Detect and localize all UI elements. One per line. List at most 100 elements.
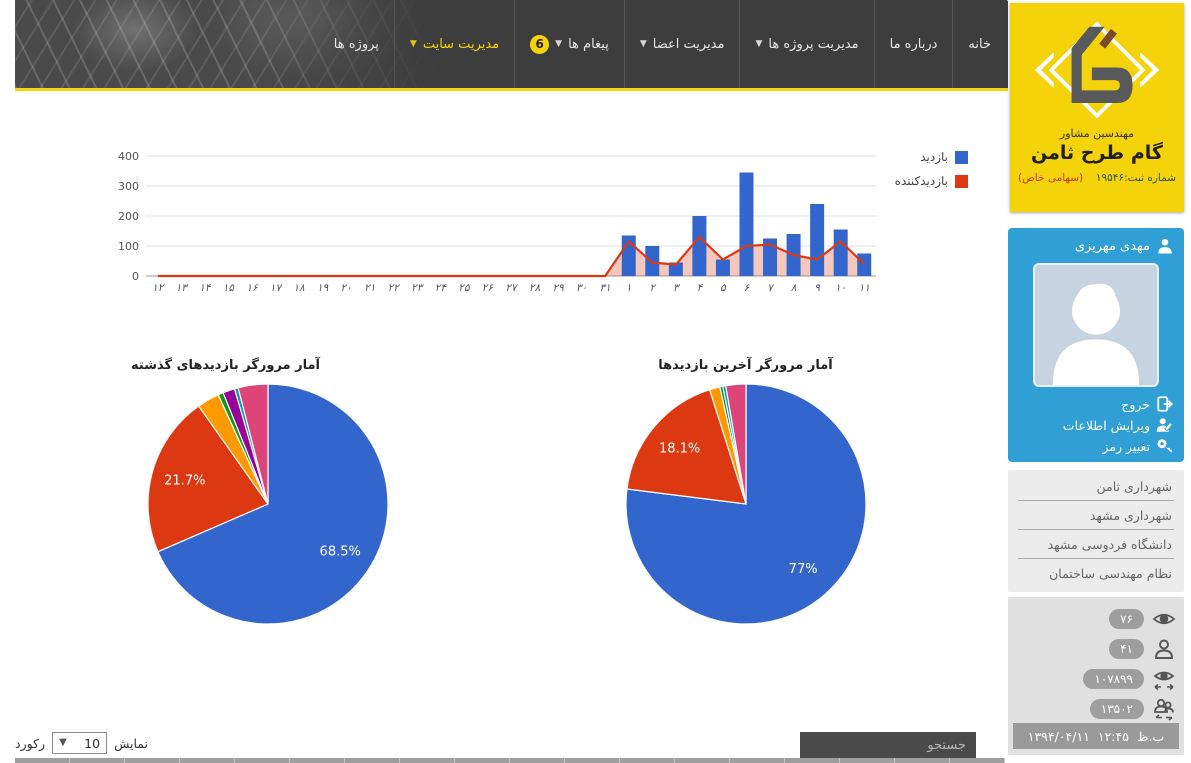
visits-swatch — [955, 150, 968, 164]
svg-text:۶: ۶ — [744, 282, 751, 294]
link-mashhad-municipality[interactable]: شهرداری مشهد — [1018, 501, 1174, 530]
svg-text:۱۴: ۱۴ — [199, 282, 212, 294]
company-logo — [1034, 14, 1160, 126]
user-name: مهدی مهریزی — [1074, 238, 1150, 254]
past-visits-browser-chart-block: آمار مرورگر بازدیدهای گذشته 68.5% 21.7% — [118, 358, 418, 627]
records-label: رکورد — [15, 735, 46, 751]
nav-item-site-management[interactable]: مدیریت سایت ▼ — [393, 0, 514, 88]
chevron-down-icon: ▼ — [639, 38, 647, 49]
stat-total-visitors: ۱۳۵۰۲ — [1016, 694, 1176, 724]
nav-label: مدیریت پروژه ها — [768, 36, 859, 52]
edit-info-button[interactable]: ویرایش اطلاعات — [1018, 416, 1174, 434]
key-icon — [1157, 439, 1172, 453]
chevron-down-icon: ▼ — [755, 38, 763, 49]
svg-text:۱۸: ۱۸ — [293, 282, 305, 294]
svg-text:۳۰: ۳۰ — [576, 282, 587, 294]
change-password-button[interactable]: تغییر رمز — [1018, 437, 1174, 455]
nav-label: پروژه ها — [333, 36, 379, 52]
change-password-label: تغییر رمز — [1102, 438, 1150, 454]
svg-text:۱۲: ۱۲ — [152, 282, 165, 294]
stat-value: ۴۱ — [1109, 639, 1144, 659]
main-nav: خانه درباره ما مدیریت پروژه ها ▼ مدیریت … — [319, 0, 1006, 88]
profile-menu: خروج ویرایش اطلاعات تغییر رمز — [1008, 387, 1184, 455]
visits-chart-block: 0 100 200 300 400 ۱۲ ۱۳ ۱۴ ۱۵ ۱۶ ۱۷ ۱۸ ۱۹ ۲۰ ۲۱ ۲۲ ۲۳ ۲۴ ۲… — [112, 142, 968, 302]
page-size-value: 10 — [84, 735, 101, 751]
svg-text:۴: ۴ — [697, 282, 704, 294]
nav-label: خانه — [968, 36, 991, 52]
svg-text:۳: ۳ — [673, 282, 681, 294]
svg-text:400: 400 — [118, 150, 139, 163]
svg-text:۵: ۵ — [720, 282, 727, 294]
logo-registration-row: شماره ثبت:۱۹۵۴۶ (سهامی خاص) — [1010, 164, 1184, 184]
svg-text:۱۳: ۱۳ — [176, 282, 190, 294]
stat-value: ۷۶ — [1109, 609, 1144, 629]
page-size-control: رکورد ▼ 10 نمایش — [15, 731, 148, 755]
link-ferdowsi-university[interactable]: دانشگاه فردوسی مشهد — [1018, 530, 1174, 559]
visitors-swatch — [955, 174, 968, 188]
datetime-bar: ۱۳۹۴/۰۴/۱۱ ۱۲:۴۵ ب.ظ — [1013, 723, 1179, 749]
nav-item-messages[interactable]: پیغام ها ▼ 6 — [514, 0, 624, 88]
svg-text:۲۱: ۲۱ — [364, 282, 375, 294]
link-samen-municipality[interactable]: شهرداری ثامن — [1018, 472, 1174, 501]
show-label: نمایش — [114, 735, 148, 751]
nav-item-project-management[interactable]: مدیریت پروژه ها ▼ — [739, 0, 873, 88]
meridiem-label: ب.ظ — [1136, 728, 1165, 744]
nav-label: مدیریت اعضا — [652, 36, 725, 52]
top-header: خانه درباره ما مدیریت پروژه ها ▼ مدیریت … — [15, 0, 1008, 91]
current-date: ۱۳۹۴/۰۴/۱۱ — [1027, 728, 1090, 744]
quick-links-box: شهرداری ثامن شهرداری مشهد دانشگاه فردوسی… — [1008, 470, 1184, 592]
recent-visits-browser-chart-block: آمار مرورگر آخرین بازدیدها 77% 18.1% — [596, 358, 896, 627]
chevron-down-icon: ▼ — [59, 737, 67, 748]
logo-company-name: گام طرح ثامن — [1031, 142, 1163, 164]
site-stats-box: ۷۶ ۴۱ ۱۰۷۸۹۹ ۱۳۵۰۲ ۱۳۹۴/۰۴/۱۱ ۱۲:۴ — [1008, 597, 1184, 755]
legend-visitors: بازدیدکننده — [895, 174, 968, 188]
user-edit-icon — [1156, 418, 1173, 432]
svg-text:۱۹: ۱۹ — [317, 282, 329, 294]
svg-text:۱۶: ۱۶ — [246, 282, 259, 294]
legend-visits: بازدید — [895, 150, 968, 164]
pie-title-recent: آمار مرورگر آخرین بازدیدها — [658, 358, 833, 373]
chart-legend: بازدید بازدیدکننده — [895, 150, 968, 188]
search-input[interactable] — [800, 732, 976, 759]
user-outline-icon — [1155, 639, 1173, 659]
svg-text:۱۵: ۱۵ — [223, 282, 236, 294]
svg-text:0: 0 — [132, 270, 139, 283]
past-visits-pie-chart: 68.5% 21.7% — [147, 383, 389, 625]
logout-button[interactable]: خروج — [1018, 395, 1174, 413]
stat-views-today: ۷۶ — [1016, 604, 1176, 634]
nav-label: مدیریت سایت — [422, 36, 500, 52]
nav-item-home[interactable]: خانه — [952, 0, 1006, 88]
user-icon — [1158, 238, 1172, 254]
svg-text:۲۸: ۲۸ — [529, 282, 541, 294]
nav-label: درباره ما — [889, 36, 938, 52]
svg-text:۲۳: ۲۳ — [411, 282, 425, 294]
link-engineering-organization[interactable]: نظام مهندسی ساختمان — [1049, 566, 1172, 581]
logout-label: خروج — [1121, 396, 1150, 412]
page-size-dropdown[interactable]: ▼ 10 — [52, 732, 108, 754]
svg-text:۲: ۲ — [649, 282, 656, 294]
company-type: (سهامی خاص) — [1018, 172, 1084, 184]
user-profile-box: مهدی مهریزی خروج ویرایش اطلاعات — [1008, 228, 1184, 462]
recent-visits-pie-chart: 77% 18.1% — [625, 383, 867, 625]
eye-history-icon — [1153, 671, 1175, 691]
users-history-icon — [1154, 698, 1174, 721]
logout-icon — [1157, 396, 1174, 412]
current-time: ۱۲:۴۵ — [1097, 728, 1129, 744]
svg-text:68.5%: 68.5% — [320, 544, 361, 559]
legend-label: بازدیدکننده — [894, 174, 948, 188]
svg-text:۲۴: ۲۴ — [435, 282, 448, 294]
stat-visitors-today: ۴۱ — [1016, 634, 1176, 664]
stat-total-views: ۱۰۷۸۹۹ — [1016, 664, 1176, 694]
nav-item-projects[interactable]: پروژه ها — [319, 0, 394, 88]
nav-item-members-management[interactable]: مدیریت اعضا ▼ — [623, 0, 740, 88]
company-logo-box[interactable]: مهندسین مشاور گام طرح ثامن شماره ثبت:۱۹۵… — [1010, 3, 1184, 212]
svg-text:21.7%: 21.7% — [164, 474, 205, 489]
eye-icon — [1152, 613, 1176, 625]
registration-number: شماره ثبت:۱۹۵۴۶ — [1095, 172, 1176, 184]
svg-text:۱۰: ۱۰ — [835, 282, 846, 294]
svg-text:۸: ۸ — [791, 282, 797, 294]
bridge-background-image — [15, 0, 445, 88]
stat-value: ۱۰۷۸۹۹ — [1083, 669, 1144, 689]
nav-item-about[interactable]: درباره ما — [873, 0, 953, 88]
